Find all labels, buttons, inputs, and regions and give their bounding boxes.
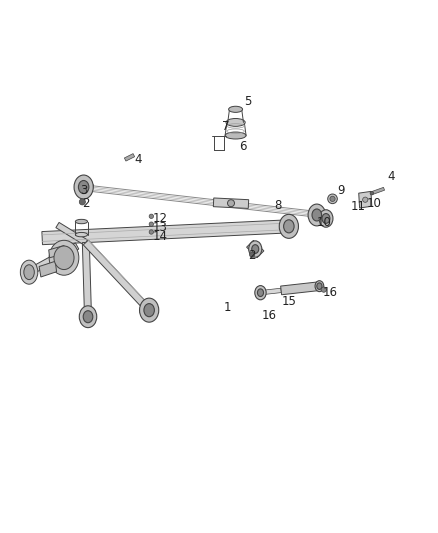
Ellipse shape <box>144 304 154 317</box>
Text: 16: 16 <box>323 286 338 299</box>
Ellipse shape <box>255 286 266 300</box>
Text: 13: 13 <box>152 221 167 233</box>
Ellipse shape <box>258 289 264 296</box>
Text: 5: 5 <box>244 95 251 108</box>
Circle shape <box>363 197 368 203</box>
Ellipse shape <box>75 220 88 224</box>
Polygon shape <box>309 208 321 220</box>
Polygon shape <box>371 187 385 195</box>
Ellipse shape <box>284 220 294 233</box>
Ellipse shape <box>140 298 159 322</box>
Text: 3: 3 <box>80 183 87 197</box>
Polygon shape <box>39 261 57 277</box>
Ellipse shape <box>78 181 89 193</box>
Ellipse shape <box>229 106 243 112</box>
Polygon shape <box>213 198 249 208</box>
Polygon shape <box>56 222 88 245</box>
Text: 15: 15 <box>282 295 296 308</box>
Polygon shape <box>49 246 65 258</box>
Polygon shape <box>247 240 264 257</box>
Ellipse shape <box>308 204 325 226</box>
Text: 8: 8 <box>274 199 282 212</box>
Polygon shape <box>28 243 79 275</box>
Text: 11: 11 <box>350 200 365 213</box>
Ellipse shape <box>328 194 337 204</box>
Ellipse shape <box>20 260 38 284</box>
Ellipse shape <box>330 196 335 201</box>
Circle shape <box>250 252 255 257</box>
Ellipse shape <box>315 281 324 292</box>
Ellipse shape <box>317 283 322 289</box>
Ellipse shape <box>279 214 298 238</box>
Ellipse shape <box>83 311 93 322</box>
Text: 14: 14 <box>152 230 168 243</box>
Circle shape <box>149 230 153 234</box>
Polygon shape <box>82 243 92 317</box>
Ellipse shape <box>319 210 333 227</box>
Text: 10: 10 <box>367 197 381 209</box>
Ellipse shape <box>225 132 246 139</box>
Ellipse shape <box>249 241 262 257</box>
Text: 12: 12 <box>152 212 168 225</box>
Polygon shape <box>42 220 289 245</box>
Polygon shape <box>314 212 327 221</box>
Text: 2: 2 <box>248 249 255 262</box>
Text: 10: 10 <box>316 216 331 229</box>
Ellipse shape <box>24 265 34 280</box>
Circle shape <box>149 214 153 219</box>
Ellipse shape <box>252 245 259 253</box>
Circle shape <box>370 191 374 195</box>
Ellipse shape <box>74 175 93 199</box>
Polygon shape <box>281 282 320 295</box>
Text: 9: 9 <box>338 183 345 197</box>
Polygon shape <box>79 182 94 195</box>
Text: 2: 2 <box>82 197 90 209</box>
Ellipse shape <box>75 232 88 237</box>
Polygon shape <box>359 191 372 208</box>
Text: 4: 4 <box>134 153 142 166</box>
Ellipse shape <box>54 246 74 270</box>
Text: 7: 7 <box>222 120 230 133</box>
Ellipse shape <box>49 240 79 275</box>
Circle shape <box>227 200 234 207</box>
Ellipse shape <box>322 214 330 223</box>
Text: 1: 1 <box>224 302 231 314</box>
Polygon shape <box>260 288 281 295</box>
Polygon shape <box>124 154 134 161</box>
Text: 16: 16 <box>262 309 277 322</box>
Circle shape <box>149 222 153 227</box>
Circle shape <box>321 287 326 292</box>
Circle shape <box>79 199 85 205</box>
Text: 4: 4 <box>388 171 395 183</box>
Ellipse shape <box>79 306 97 328</box>
Polygon shape <box>83 240 152 312</box>
Ellipse shape <box>226 118 245 126</box>
Ellipse shape <box>312 209 321 221</box>
Text: 6: 6 <box>239 140 247 153</box>
